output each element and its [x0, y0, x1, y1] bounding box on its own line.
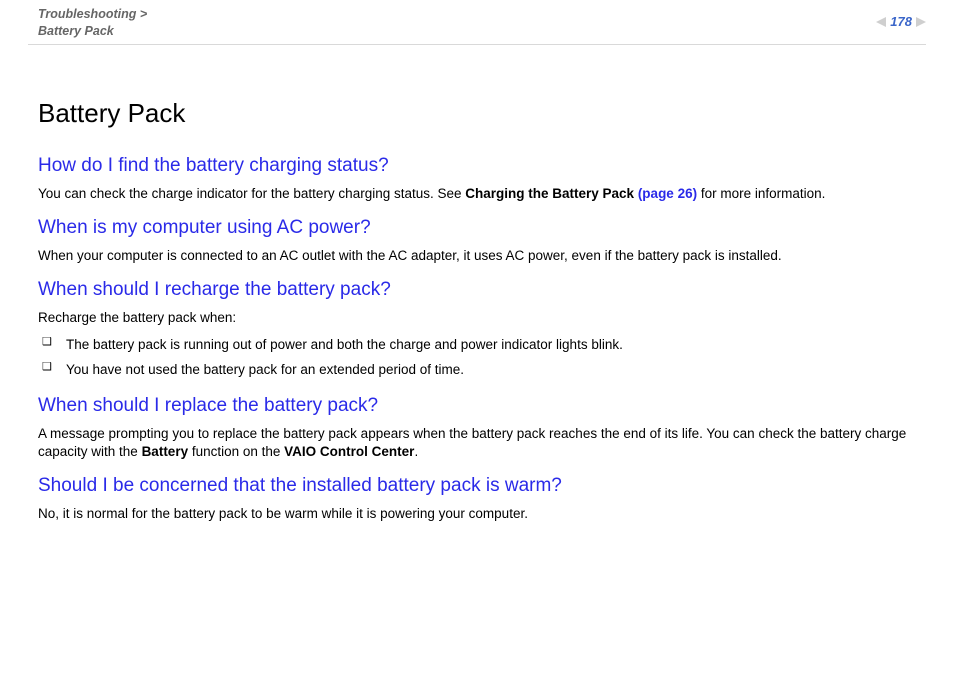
page-header: Troubleshooting > Battery Pack 178 — [0, 0, 954, 46]
header-rule — [28, 44, 926, 45]
prev-page-arrow-icon[interactable] — [876, 17, 886, 27]
body-text: You can check the charge indicator for t… — [38, 186, 465, 201]
answer-body: When your computer is connected to an AC… — [38, 247, 916, 265]
section-recharge: When should I recharge the battery pack?… — [38, 279, 916, 380]
document-page: Troubleshooting > Battery Pack 178 Batte… — [0, 0, 954, 674]
breadcrumb: Troubleshooting > Battery Pack — [38, 6, 147, 40]
page-content: Battery Pack How do I find the battery c… — [38, 98, 916, 538]
bold-text: Charging the Battery Pack — [465, 186, 638, 201]
list-item: You have not used the battery pack for a… — [38, 359, 916, 381]
list-item: The battery pack is running out of power… — [38, 334, 916, 356]
section-charging-status: How do I find the battery charging statu… — [38, 155, 916, 203]
bold-text: VAIO Control Center — [284, 444, 414, 459]
section-warm-battery: Should I be concerned that the installed… — [38, 475, 916, 523]
body-text: function on the — [188, 444, 284, 459]
body-text: for more information. — [697, 186, 825, 201]
page-reference-link[interactable]: (page 26) — [638, 186, 697, 201]
next-page-arrow-icon[interactable] — [916, 17, 926, 27]
bold-text: Battery — [142, 444, 189, 459]
question-heading: When should I replace the battery pack? — [38, 395, 916, 417]
page-title: Battery Pack — [38, 98, 916, 129]
question-heading: Should I be concerned that the installed… — [38, 475, 916, 497]
question-heading: How do I find the battery charging statu… — [38, 155, 916, 177]
answer-body: A message prompting you to replace the b… — [38, 425, 916, 461]
section-replace: When should I replace the battery pack? … — [38, 395, 916, 461]
section-ac-power: When is my computer using AC power? When… — [38, 217, 916, 265]
page-number: 178 — [890, 14, 912, 29]
breadcrumb-separator: > — [140, 7, 147, 21]
question-heading: When is my computer using AC power? — [38, 217, 916, 239]
breadcrumb-top[interactable]: Troubleshooting — [38, 7, 136, 21]
bullet-list: The battery pack is running out of power… — [38, 334, 916, 381]
question-heading: When should I recharge the battery pack? — [38, 279, 916, 301]
page-number-nav: 178 — [876, 14, 926, 29]
answer-body: You can check the charge indicator for t… — [38, 185, 916, 203]
answer-body: No, it is normal for the battery pack to… — [38, 505, 916, 523]
body-text: . — [414, 444, 418, 459]
answer-intro: Recharge the battery pack when: — [38, 309, 916, 327]
breadcrumb-bottom[interactable]: Battery Pack — [38, 24, 114, 38]
